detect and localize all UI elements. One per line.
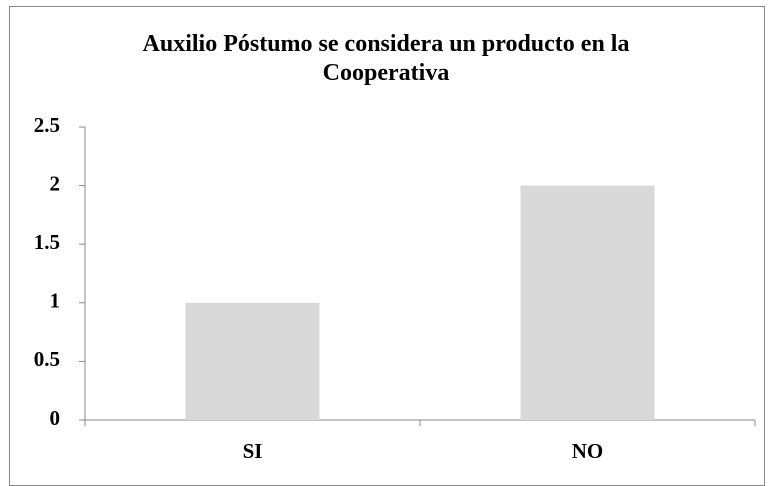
- y-tick-label: 2: [50, 171, 61, 195]
- y-tick-label: 1.5: [34, 230, 60, 254]
- bar: [520, 185, 655, 420]
- y-tick-label: 0.5: [34, 347, 60, 371]
- x-tick-label: SI: [243, 439, 263, 463]
- y-tick-label: 1: [50, 289, 61, 313]
- y-tick-label: 2.5: [34, 113, 60, 137]
- bar: [185, 302, 320, 420]
- y-tick-label: 0: [50, 406, 61, 430]
- chart-title: Auxilio Póstumo se considera un producto…: [142, 31, 630, 86]
- x-tick-label: NO: [572, 439, 604, 463]
